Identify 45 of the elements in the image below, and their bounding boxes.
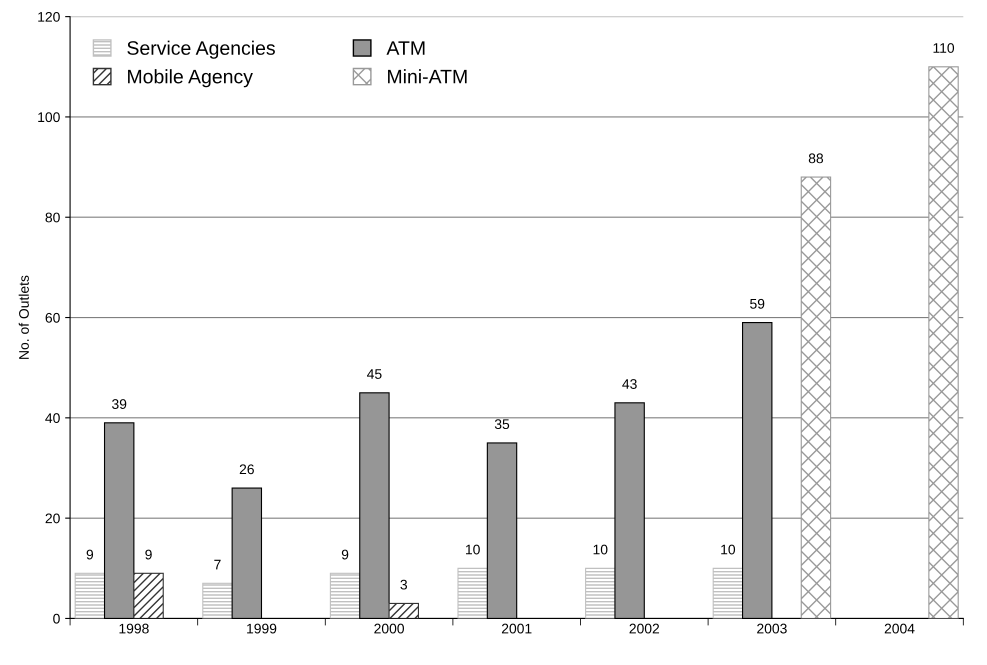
y-tick-label: 0	[53, 614, 60, 624]
data-label: 3	[400, 580, 408, 590]
data-label: 10	[466, 544, 480, 554]
data-label: 9	[86, 550, 94, 560]
x-tick-label: 2002	[630, 624, 660, 634]
bar	[388, 602, 419, 618]
x-tick-label: 2003	[757, 624, 787, 634]
data-label: 110	[934, 43, 954, 53]
data-label: 43	[622, 379, 637, 389]
x-tick-label: 1998	[119, 624, 149, 634]
y-tick-label: 40	[45, 413, 60, 424]
legend-label: Mobile Agency	[128, 69, 253, 88]
bar	[712, 568, 744, 618]
x-tick-label: 1999	[247, 624, 276, 634]
y-tick-label: 100	[38, 112, 60, 122]
data-label: 7	[214, 560, 221, 570]
y-axis-title: No. of Outlets	[18, 276, 29, 359]
data-label: 10	[594, 544, 608, 554]
bar	[133, 572, 164, 618]
bar	[457, 568, 488, 618]
data-label: 26	[240, 464, 254, 474]
x-tick-label: 2000	[374, 624, 404, 634]
data-label: 45	[367, 369, 382, 379]
legend-label: ATM	[386, 41, 424, 55]
x-tick-label: 2004	[884, 624, 915, 634]
bar	[800, 176, 832, 618]
bar	[202, 582, 233, 618]
bar	[74, 572, 106, 618]
data-label: 59	[750, 298, 764, 309]
data-label: 39	[112, 399, 126, 409]
y-tick-label: 60	[46, 312, 60, 323]
data-label: 9	[342, 550, 348, 560]
bar	[330, 572, 360, 618]
bar	[585, 568, 616, 618]
y-tick-label: 120	[38, 12, 60, 22]
legend-label: Mini-ATM	[388, 69, 467, 84]
data-label: 88	[808, 153, 824, 164]
data-label: 35	[494, 419, 510, 430]
data-label: 10	[721, 544, 736, 554]
y-tick-label: 80	[46, 212, 60, 222]
y-tick-label: 20	[46, 513, 60, 524]
legend-label: Service Agencies	[127, 40, 275, 59]
bar	[928, 66, 959, 618]
x-tick-label: 2001	[502, 624, 532, 634]
data-label: 9	[145, 550, 152, 560]
